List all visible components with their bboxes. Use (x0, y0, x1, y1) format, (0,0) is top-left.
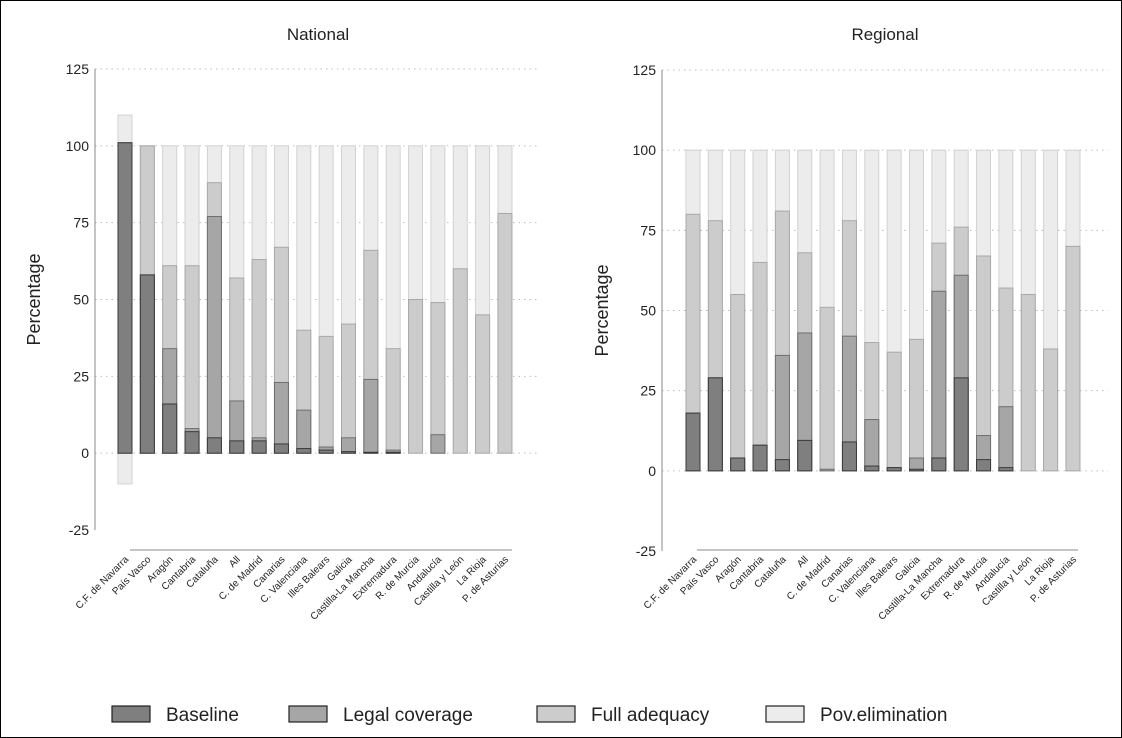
bar-baseline (864, 465, 880, 472)
bar-baseline (363, 451, 379, 454)
bar-legal-coverage (341, 437, 356, 454)
y-tick-label: 100 (66, 138, 90, 154)
bar-baseline (730, 457, 746, 472)
legend-label: Full adequacy (591, 705, 710, 726)
bar-legal-coverage (296, 409, 312, 454)
bar-baseline (296, 448, 312, 454)
y-tick-label: 100 (633, 142, 657, 158)
bar-baseline (886, 467, 902, 472)
y-tick-label: 75 (73, 215, 89, 231)
bar-baseline (139, 274, 155, 454)
bar-baseline (318, 449, 334, 454)
bar-legal-coverage (430, 434, 446, 454)
bar-full-adequacy (475, 314, 491, 454)
legend-label: Pov.elimination (820, 705, 947, 726)
legend-swatch (288, 705, 328, 723)
y-tick-label: 0 (648, 463, 656, 479)
bar-legal-coverage (206, 216, 222, 454)
y-tick-label: 0 (81, 445, 89, 461)
bar-baseline (685, 412, 701, 472)
bar-legal-coverage (931, 290, 947, 472)
x-tick-label: All (227, 554, 243, 570)
panel-title: Regional (851, 25, 918, 44)
bar-full-adequacy (1065, 245, 1081, 472)
bar-baseline (797, 439, 813, 472)
bar-full-adequacy (408, 299, 424, 454)
bar-full-adequacy (752, 261, 768, 472)
bar-legal-coverage (774, 354, 790, 472)
bar-full-adequacy (819, 306, 835, 472)
bar-full-adequacy (909, 338, 924, 472)
y-tick-label: -25 (636, 543, 656, 559)
y-axis-label: Percentage (24, 253, 44, 345)
bar-baseline (931, 457, 947, 472)
bar-full-adequacy (385, 348, 401, 454)
bar-baseline (162, 403, 178, 454)
bar-full-adequacy (886, 351, 902, 472)
bar-full-adequacy (341, 323, 356, 454)
bar-baseline (184, 431, 200, 454)
bar-baseline (998, 467, 1014, 472)
y-axis-label: Percentage (592, 264, 612, 356)
bar-baseline (976, 459, 992, 472)
bar-legal-coverage (273, 381, 289, 454)
y-tick-label: 125 (66, 61, 90, 77)
bar-legal-coverage (864, 419, 880, 472)
bar-baseline (206, 437, 222, 454)
y-tick-label: 50 (640, 303, 656, 319)
bar-baseline (707, 377, 723, 472)
bar-full-adequacy (251, 259, 267, 454)
panel-title: National (287, 25, 349, 44)
y-tick-label: 125 (633, 62, 657, 78)
bar-legal-coverage (363, 378, 379, 454)
y-tick-label: 25 (640, 383, 656, 399)
bar-full-adequacy (184, 265, 200, 454)
bar-full-adequacy (730, 293, 746, 472)
y-tick-label: 75 (640, 222, 656, 238)
bar-legal-coverage (819, 468, 835, 472)
bar-baseline (909, 468, 924, 472)
y-tick-label: 50 (73, 292, 89, 308)
legend-label: Legal coverage (343, 705, 473, 726)
bar-legal-coverage (998, 406, 1014, 472)
bar-full-adequacy (430, 302, 446, 454)
bar-baseline (841, 441, 857, 472)
bar-baseline (752, 444, 768, 472)
legend-swatch (111, 705, 151, 723)
bar-baseline (117, 142, 133, 454)
legend-swatch (536, 705, 576, 723)
bar-full-adequacy (318, 335, 334, 454)
bar-baseline (953, 377, 969, 472)
bar-baseline (273, 443, 289, 454)
bar-baseline (774, 459, 790, 472)
bar-baseline (341, 451, 356, 454)
bar-full-adequacy (452, 268, 468, 454)
y-tick-label: -25 (69, 522, 89, 538)
bar-full-adequacy (1020, 293, 1036, 472)
x-tick-label: All (795, 554, 811, 570)
legend: Baseline Legal coverage Full adequacy Pov.e… (111, 705, 947, 726)
bar-baseline (385, 451, 401, 454)
y-tick-label: 25 (73, 368, 89, 384)
legend-label: Baseline (166, 705, 239, 726)
legend-swatch (765, 705, 805, 723)
bar-full-adequacy (1043, 348, 1059, 472)
bar-baseline (251, 440, 267, 454)
bar-baseline (229, 440, 245, 454)
bar-full-adequacy (497, 212, 513, 454)
